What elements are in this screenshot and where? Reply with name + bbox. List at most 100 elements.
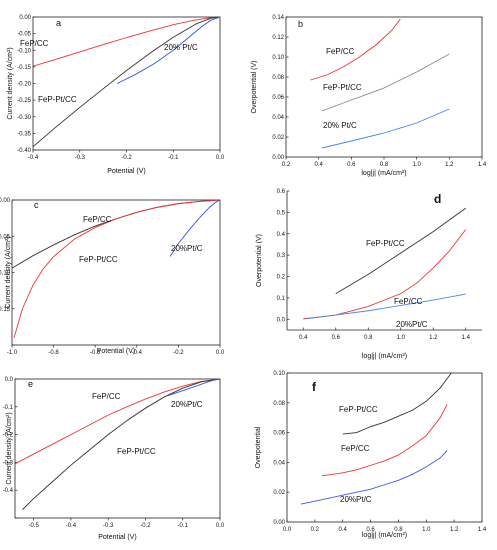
series-line-20-pt-c bbox=[169, 200, 220, 257]
y-tick-label: 0.06 bbox=[272, 95, 284, 101]
x-tick-label: 0.2 bbox=[282, 162, 291, 168]
y-tick-label: -0.35 bbox=[17, 131, 31, 137]
y-tick-label: -0.15 bbox=[17, 65, 31, 71]
x-tick-label: 0.0 bbox=[216, 523, 225, 529]
series-annotation: FeP/CC bbox=[92, 392, 121, 401]
series-line-20-pt-c bbox=[321, 108, 450, 149]
chart-panel-f: 0.0 0.2 0.4 0.6 0.8 1.0 1.2 1.4 0.00 0.02 0.04 0.06… bbox=[255, 371, 487, 539]
series-annotation: FeP-Pt/CC bbox=[339, 405, 378, 414]
series-group bbox=[15, 379, 220, 510]
y-tick-label: -0.10 bbox=[17, 48, 31, 54]
x-tick-label: -0.2 bbox=[121, 155, 132, 161]
series-annotation: FeP-Pt/CC bbox=[38, 95, 77, 104]
y-tick-label: -0.40 bbox=[17, 148, 31, 154]
y-tick-label: 0.3 bbox=[277, 253, 286, 259]
series-line-fep-pt-cc bbox=[22, 379, 220, 510]
y-tick-label: 0.5 bbox=[277, 210, 286, 216]
y-tick-label: 0.00 bbox=[19, 15, 31, 21]
series-group bbox=[33, 17, 220, 148]
x-tick-label: 0.8 bbox=[394, 527, 403, 533]
series-annotation: 20%Pt/C bbox=[171, 400, 203, 409]
x-tick-label: -0.3 bbox=[75, 155, 86, 161]
x-axis-label: log|j| (mA/cm²) bbox=[361, 170, 406, 177]
series-annotation: FeP/CC bbox=[20, 39, 49, 48]
y-tick-label: 0.08 bbox=[273, 401, 285, 407]
y-tick-label: -0.4 bbox=[3, 488, 14, 494]
y-tick-label: -0.1 bbox=[3, 405, 14, 411]
series-annotation: FeP-Pt/CC bbox=[366, 239, 405, 248]
y-tick-label: 0.06 bbox=[273, 431, 285, 437]
x-tick-label: -0.1 bbox=[168, 155, 179, 161]
x-tick-label: 0.4 bbox=[339, 527, 348, 533]
y-tick-label: 0.02 bbox=[272, 135, 284, 141]
chart-panel-b: 0.2 0.4 0.6 0.8 1.0 1.2 1.4 0.00 0.02 0.04 0.06 0.0… bbox=[251, 15, 487, 177]
y-tick-label: 0.12 bbox=[272, 35, 284, 41]
y-axis-label: Current density (A/cm²) bbox=[7, 47, 14, 119]
x-tick-label: 0.6 bbox=[366, 527, 375, 533]
x-tick-label: -0.4 bbox=[28, 155, 39, 161]
x-tick-label: -0.3 bbox=[103, 523, 114, 529]
y-axis-label: Current density (A/cm²) bbox=[5, 236, 12, 308]
x-tick-label: 0.6 bbox=[332, 335, 341, 341]
series-annotation: 20% Pt/C bbox=[164, 43, 198, 52]
y-tick-label: -0.3 bbox=[3, 460, 14, 466]
x-tick-label: 1.4 bbox=[478, 527, 487, 533]
x-tick-label: 1.4 bbox=[462, 335, 471, 341]
y-tick-label: 0.0 bbox=[277, 317, 286, 323]
y-tick-label: 0.00 bbox=[272, 155, 284, 161]
y-tick-label: 0.2 bbox=[277, 275, 286, 281]
x-tick-label: 1.0 bbox=[412, 162, 421, 168]
x-tick-label: 0.4 bbox=[314, 162, 323, 168]
panel-letter: f bbox=[312, 380, 317, 394]
y-tick-label: 0.14 bbox=[272, 15, 284, 21]
series-annotation: 20%Pt/C bbox=[396, 320, 428, 329]
plot-frame bbox=[286, 372, 483, 523]
series-line-fep-cc bbox=[15, 379, 220, 465]
series-annotation: 20%Pt/C bbox=[340, 495, 372, 504]
series-group bbox=[310, 18, 450, 149]
series-annotation: FeP-Pt/CC bbox=[117, 447, 156, 456]
series-annotation: FeP-Pt/CC bbox=[79, 255, 118, 264]
plot-frame bbox=[32, 16, 221, 151]
x-tick-label: 1.4 bbox=[478, 162, 487, 168]
y-axis-label: Overpotential bbox=[255, 426, 262, 468]
x-axis-label: Potential (V) bbox=[107, 168, 146, 175]
series-line-20-pt-c bbox=[306, 293, 466, 320]
series-annotation: FeP/CC bbox=[83, 215, 112, 224]
y-tick-label: 0.1 bbox=[277, 296, 286, 302]
panel-letter: a bbox=[56, 18, 61, 28]
plot-frame bbox=[14, 378, 221, 519]
y-tick-label: 0.02 bbox=[273, 490, 285, 496]
series-line-fep-cc bbox=[321, 404, 448, 477]
y-tick-label: -0.10 bbox=[0, 271, 11, 277]
x-tick-label: 0.0 bbox=[216, 155, 225, 161]
y-tick-label: 0.0 bbox=[5, 377, 14, 383]
series-annotation: 20%Pt/C bbox=[171, 244, 203, 253]
series-line-fep-pt-cc bbox=[33, 17, 220, 148]
x-tick-label: -1.0 bbox=[7, 350, 18, 356]
series-annotation: FeP/CC bbox=[341, 444, 370, 453]
y-tick-label: -0.25 bbox=[17, 98, 31, 104]
x-tick-label: 1.0 bbox=[422, 527, 431, 533]
x-axis-label: Potential (V) bbox=[98, 534, 137, 541]
panel-letter: d bbox=[434, 192, 441, 206]
series-group bbox=[303, 207, 467, 320]
y-tick-label: 0.6 bbox=[277, 189, 286, 195]
x-tick-label: 0.4 bbox=[299, 335, 308, 341]
x-axis-label: Potential (V) bbox=[97, 348, 136, 355]
panel-letter: c bbox=[34, 200, 39, 210]
x-axis-label: log|j| (mA/cm²) bbox=[362, 532, 407, 539]
y-tick-label: 0.04 bbox=[273, 460, 285, 466]
plot-frame bbox=[11, 199, 221, 346]
x-axis-label: log|j| (mA/cm²) bbox=[362, 353, 407, 360]
panel-letter: e bbox=[28, 379, 33, 389]
series-line-fep-cc bbox=[310, 18, 401, 81]
x-tick-label: -0.1 bbox=[178, 523, 189, 529]
chart-panel-a: -0.4 -0.3 -0.2 -0.1 0.0 -0.40 -0.35 -0.30 -0.25 -… bbox=[7, 15, 225, 175]
y-tick-label: 0.00 bbox=[273, 520, 285, 526]
y-tick-label: -0.15 bbox=[0, 307, 11, 313]
series-line-20-pt-c bbox=[116, 17, 220, 84]
x-tick-label: -0.4 bbox=[66, 523, 77, 529]
series-line-20-pt-c bbox=[300, 450, 448, 505]
